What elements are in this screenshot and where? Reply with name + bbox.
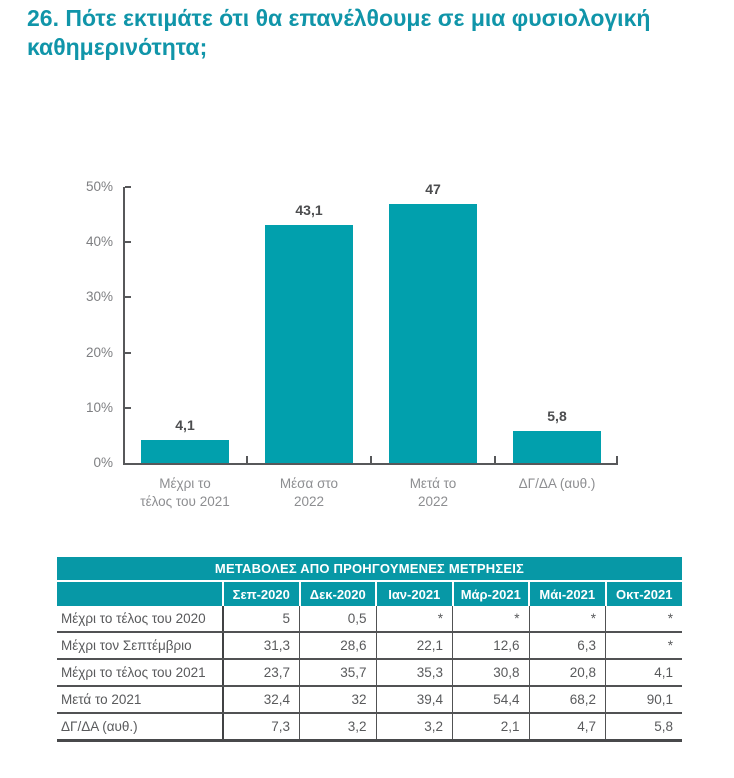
table-cell: 0,5 bbox=[299, 606, 376, 633]
y-axis-tick-label: 50% bbox=[85, 179, 113, 194]
category-label: ΔΓ/ΔΑ (αυθ.) bbox=[518, 476, 596, 491]
y-axis-tick-mark bbox=[125, 351, 131, 354]
y-axis-tick-label: 10% bbox=[85, 399, 113, 415]
table-cell: 32,4 bbox=[222, 686, 300, 714]
chart-bar bbox=[513, 430, 601, 463]
y-axis-tick-mark bbox=[125, 186, 131, 188]
table-row: ΔΓ/ΔΑ (αυθ.) 7,3 3,2 3,2 2,1 4,7 5,8 bbox=[57, 713, 682, 742]
table-cell: 20,8 bbox=[528, 659, 606, 687]
table-cell: 12,6 bbox=[452, 632, 529, 660]
table-cell: 31,3 bbox=[222, 632, 300, 660]
table-header-row: Σεπ-2020 Δεκ-2020 Ιαν-2021 Μάρ-2021 Μάι-2021… bbox=[57, 582, 682, 606]
category-label: Μέχρι το τέλος του 2021 bbox=[140, 476, 230, 510]
table-cell: 35,3 bbox=[375, 659, 453, 687]
table-cell: * bbox=[528, 606, 606, 633]
table-title: ΜΕΤΑΒΟΛΕΣ ΑΠΟ ΠΡΟΗΓΟΥΜΕΝΕΣ ΜΕΤΡΗΣΕΙΣ bbox=[57, 557, 682, 582]
x-axis-tick-mark bbox=[246, 456, 248, 463]
y-axis-tick-label: 0% bbox=[93, 455, 113, 470]
table-cell: * bbox=[375, 606, 453, 633]
table-cell: 32 bbox=[299, 686, 376, 714]
table-column-header: Μάι-2021 bbox=[528, 582, 606, 606]
chart-bar bbox=[389, 203, 477, 463]
table-cell: 5 bbox=[222, 606, 300, 633]
table-column-header: Μάρ-2021 bbox=[451, 582, 529, 606]
table-cell: 7,3 bbox=[222, 713, 300, 742]
y-axis-tick-mark bbox=[125, 296, 131, 299]
table-cell: * bbox=[605, 632, 682, 660]
y-axis-tick-label: 30% bbox=[85, 289, 113, 305]
table-cell: 35,7 bbox=[299, 659, 376, 687]
table-column-header: Σεπ-2020 bbox=[222, 582, 300, 606]
table-row-label: Μέχρι τον Σεπτέμβριο bbox=[57, 632, 223, 660]
bar-value-label: 47 bbox=[425, 180, 441, 197]
table-cell: * bbox=[452, 606, 529, 633]
table-cell: 90,1 bbox=[605, 686, 682, 714]
table-row: Μέχρι τον Σεπτέμβριο 31,3 28,6 22,1 12,6 6,3 * bbox=[57, 632, 682, 660]
bar-value-label: 43,1 bbox=[295, 202, 323, 219]
page-title: 26. Πότε εκτιμάτε ότι θα επανέλθουμε σε … bbox=[27, 5, 651, 61]
x-axis-tick-mark bbox=[616, 456, 618, 463]
table-cell: 30,8 bbox=[452, 659, 529, 687]
table-cell: 68,2 bbox=[528, 686, 606, 714]
table-body: Μέχρι το τέλος του 2020 5 0,5 * * * * Μέχρι τον… bbox=[57, 606, 682, 742]
table-cell: 3,2 bbox=[375, 713, 453, 742]
chart-bar bbox=[265, 225, 353, 463]
table-column-header: Οκτ-2021 bbox=[604, 582, 682, 606]
table-row: Μέχρι το τέλος του 2021 23,7 35,7 35,3 30,8 2… bbox=[57, 659, 682, 687]
table-cell: * bbox=[605, 606, 682, 633]
table-column-header: Δεκ-2020 bbox=[298, 582, 376, 606]
table-cell: 5,8 bbox=[605, 713, 682, 742]
x-axis-tick-mark bbox=[494, 456, 496, 463]
table-row: Μετά το 2021 32,4 32 39,4 54,4 68,2 90,1 bbox=[57, 686, 682, 714]
category-label: Μετά το 2022 bbox=[409, 476, 457, 510]
x-axis-tick-mark bbox=[370, 456, 372, 463]
table-cell: 4,7 bbox=[528, 713, 606, 742]
y-axis-tick-label: 20% bbox=[85, 344, 113, 360]
y-axis-tick-mark bbox=[125, 406, 131, 409]
bar-value-label: 4,1 bbox=[175, 417, 195, 434]
table-cell: 2,1 bbox=[452, 713, 529, 742]
table-row-label: Μέχρι το τέλος του 2020 bbox=[57, 606, 223, 633]
bar-chart: 0% 10% 20% 30% 40% 50% 4,1 Μέχρι το τέλος του 2… bbox=[86, 179, 618, 509]
table-row-label: Μετά το 2021 bbox=[57, 686, 223, 714]
table-cell: 23,7 bbox=[222, 659, 300, 687]
table-corner-cell bbox=[57, 582, 223, 606]
changes-table-section: ΜΕΤΑΒΟΛΕΣ ΑΠΟ ΠΡΟΗΓΟΥΜΕΝΕΣ ΜΕΤΡΗΣΕΙΣ Σεπ… bbox=[57, 557, 682, 742]
table-cell: 22,1 bbox=[375, 632, 453, 660]
table-cell: 3,2 bbox=[299, 713, 376, 742]
changes-table: Σεπ-2020 Δεκ-2020 Ιαν-2021 Μάρ-2021 Μάι-2021… bbox=[57, 582, 682, 742]
table-cell: 54,4 bbox=[452, 686, 529, 714]
category-label: Μέσα στο 2022 bbox=[279, 476, 339, 510]
y-axis-tick-label: 40% bbox=[85, 234, 113, 250]
table-cell: 39,4 bbox=[375, 686, 453, 714]
table-row-label: ΔΓ/ΔΑ (αυθ.) bbox=[57, 713, 223, 742]
table-cell: 6,3 bbox=[528, 632, 606, 660]
bar-value-label: 5,8 bbox=[547, 407, 567, 424]
table-cell: 28,6 bbox=[299, 632, 376, 660]
plot-area: 0% 10% 20% 30% 40% 50% 4,1 Μέχρι το τέλος του 2… bbox=[86, 179, 618, 509]
y-axis-tick-mark bbox=[125, 241, 131, 244]
chart-bar bbox=[141, 440, 229, 463]
table-cell: 4,1 bbox=[605, 659, 682, 687]
table-column-header: Ιαν-2021 bbox=[375, 582, 453, 606]
table-row-label: Μέχρι το τέλος του 2021 bbox=[57, 659, 223, 687]
table-row: Μέχρι το τέλος του 2020 5 0,5 * * * * bbox=[57, 606, 682, 633]
